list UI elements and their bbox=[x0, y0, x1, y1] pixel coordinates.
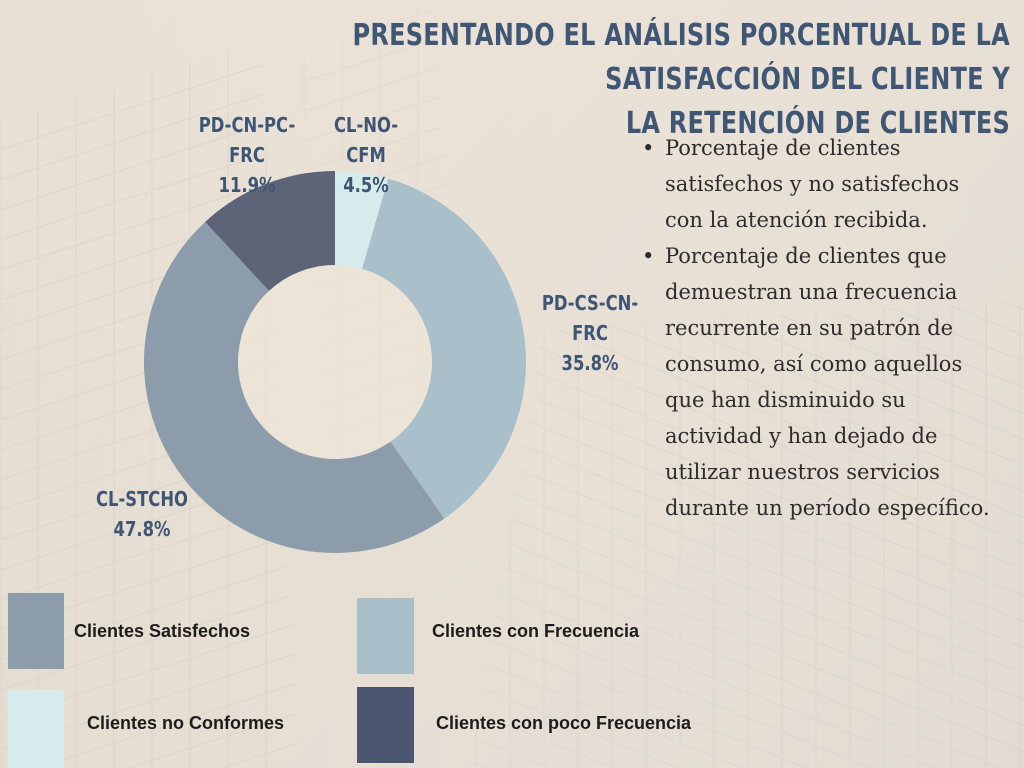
slice-value-pd-cn-pc-frc: 11.9% bbox=[218, 173, 276, 197]
slice-value-cl-no-cfm: 4.5% bbox=[343, 173, 389, 197]
bullet-item: Porcentaje de clientes que demuestran un… bbox=[640, 238, 1000, 526]
bullet-item: Porcentaje de clientes satisfechos y no … bbox=[640, 130, 1000, 238]
legend-label-no-conformes: Clientes no Conformes bbox=[87, 713, 285, 733]
donut-slice-pd-cn-pc-frc bbox=[205, 171, 335, 291]
donut-slice-cl-stcho bbox=[144, 221, 445, 553]
slice-code-pd-cs-cn-frc: PD-CS-CN-FRC bbox=[541, 291, 639, 345]
slice-code-cl-no-cfm: CL-NO-CFM bbox=[333, 113, 399, 167]
legend-label-frecuencia: Clientes con Frecuencia bbox=[432, 621, 640, 641]
slice-code-cl-stcho: CL-STCHO bbox=[96, 487, 188, 511]
slice-label-pd-cn-pc-frc: PD-CN-PC-FRC 11.9% bbox=[186, 110, 309, 200]
bullet-list: Porcentaje de clientes satisfechos y no … bbox=[640, 130, 1000, 526]
donut-hole bbox=[238, 265, 432, 459]
legend-swatch-no-conformes bbox=[8, 690, 64, 768]
title-line-1: PRESENTANDO EL ANÁLISIS PORCENTUAL DE LA… bbox=[352, 18, 1010, 97]
slice-value-cl-stcho: 47.8% bbox=[113, 517, 171, 541]
legend-label-poco-frecuencia: Clientes con poco Frecuencia bbox=[436, 713, 692, 733]
slice-label-cl-stcho: CL-STCHO 47.8% bbox=[93, 484, 191, 544]
page-title: PRESENTANDO EL ANÁLISIS PORCENTUAL DE LA… bbox=[202, 14, 1010, 146]
slice-label-cl-no-cfm: CL-NO-CFM 4.5% bbox=[317, 110, 415, 200]
legend-swatch-satisfechos bbox=[8, 593, 64, 669]
slice-value-pd-cs-cn-frc: 35.8% bbox=[561, 351, 619, 375]
donut-slice-pd-cs-cn-frc bbox=[362, 178, 526, 519]
slice-label-pd-cs-cn-frc: PD-CS-CN-FRC 35.8% bbox=[529, 288, 652, 378]
legend-swatch-poco-frecuencia bbox=[357, 687, 414, 763]
legend-label-satisfechos: Clientes Satisfechos bbox=[74, 621, 251, 641]
legend-swatch-frecuencia bbox=[357, 598, 414, 674]
donut-slice-cl-no-cfm bbox=[335, 171, 389, 269]
slice-code-pd-cn-pc-frc: PD-CN-PC-FRC bbox=[198, 113, 296, 167]
